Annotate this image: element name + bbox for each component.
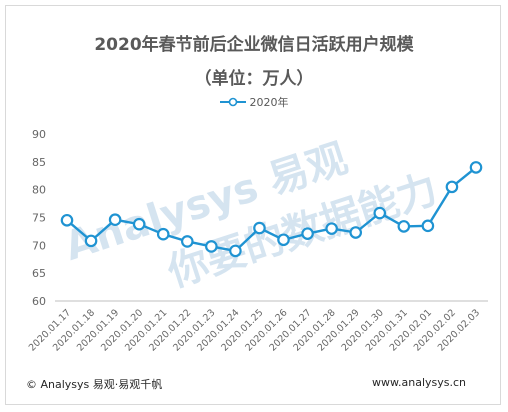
legend-label: 2020年: [249, 96, 289, 109]
legend: 2020年: [0, 94, 508, 110]
y-tick-label: 70: [32, 239, 46, 252]
data-point: [277, 233, 290, 247]
data-point: [229, 244, 242, 258]
data-point: [469, 161, 483, 174]
y-tick-label: 65: [32, 267, 46, 280]
y-tick-label: 90: [32, 128, 46, 141]
chart-subtitle: （单位：万人）: [194, 69, 314, 89]
data-point: [60, 213, 74, 227]
data-point: [180, 235, 194, 248]
y-tick-label: 85: [32, 156, 46, 169]
data-point: [156, 227, 170, 241]
data-point: [205, 240, 218, 253]
y-tick-label: 80: [32, 184, 46, 197]
footer-copyright: © Analysys 易观·易观千帆: [26, 378, 163, 391]
data-point: [325, 222, 338, 235]
footer-website: www.analysys.cn: [372, 376, 466, 389]
data-point: [108, 213, 122, 227]
data-point: [421, 219, 435, 233]
data-point: [253, 221, 266, 235]
data-point: [84, 234, 98, 248]
chart-frame: [5, 5, 501, 405]
data-point: [373, 206, 387, 220]
legend-line-icon: [219, 97, 246, 107]
chart-title: 2020年春节前后企业微信日活跃用户规模: [94, 35, 414, 55]
data-point: [445, 180, 459, 194]
y-tick-label: 75: [32, 212, 46, 225]
data-point: [301, 227, 314, 240]
y-tick-label: 60: [32, 295, 46, 308]
data-point: [397, 220, 411, 233]
data-point: [132, 217, 146, 231]
data-point: [349, 226, 363, 239]
